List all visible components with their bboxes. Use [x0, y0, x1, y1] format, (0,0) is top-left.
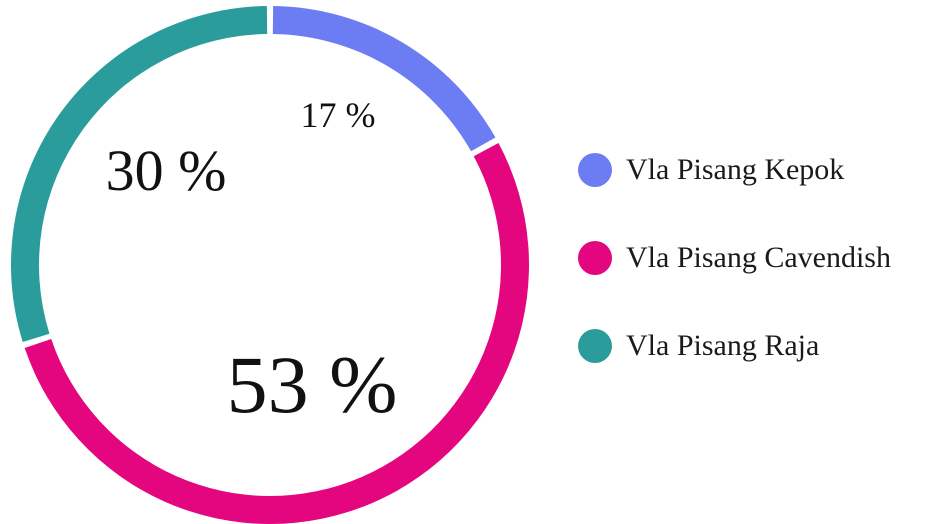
- legend-item-kepok[interactable]: Vla Pisang Kepok: [578, 148, 933, 192]
- slice-raja[interactable]: [11, 6, 268, 343]
- donut-data-labels: 17 % 53 % 30 %: [106, 95, 398, 430]
- slice-kepok[interactable]: [272, 6, 496, 152]
- legend-label-kepok: Vla Pisang Kepok: [626, 153, 845, 186]
- legend-swatch-raja: [578, 329, 612, 363]
- data-label-kepok: 17 %: [301, 95, 376, 135]
- legend-item-cavendish[interactable]: Vla Pisang Cavendish: [578, 236, 933, 280]
- legend-swatch-cavendish: [578, 241, 612, 275]
- legend-label-raja: Vla Pisang Raja: [626, 329, 820, 362]
- chart-legend: Vla Pisang Kepok Vla Pisang Cavendish Vl…: [578, 148, 933, 412]
- legend-item-raja[interactable]: Vla Pisang Raja: [578, 324, 933, 368]
- data-label-raja: 30 %: [106, 138, 227, 203]
- slice-cavendish[interactable]: [24, 143, 529, 524]
- legend-label-cavendish: Vla Pisang Cavendish: [626, 241, 891, 274]
- donut-slices: [11, 6, 529, 524]
- data-label-cavendish: 53 %: [227, 339, 398, 430]
- legend-swatch-kepok: [578, 153, 612, 187]
